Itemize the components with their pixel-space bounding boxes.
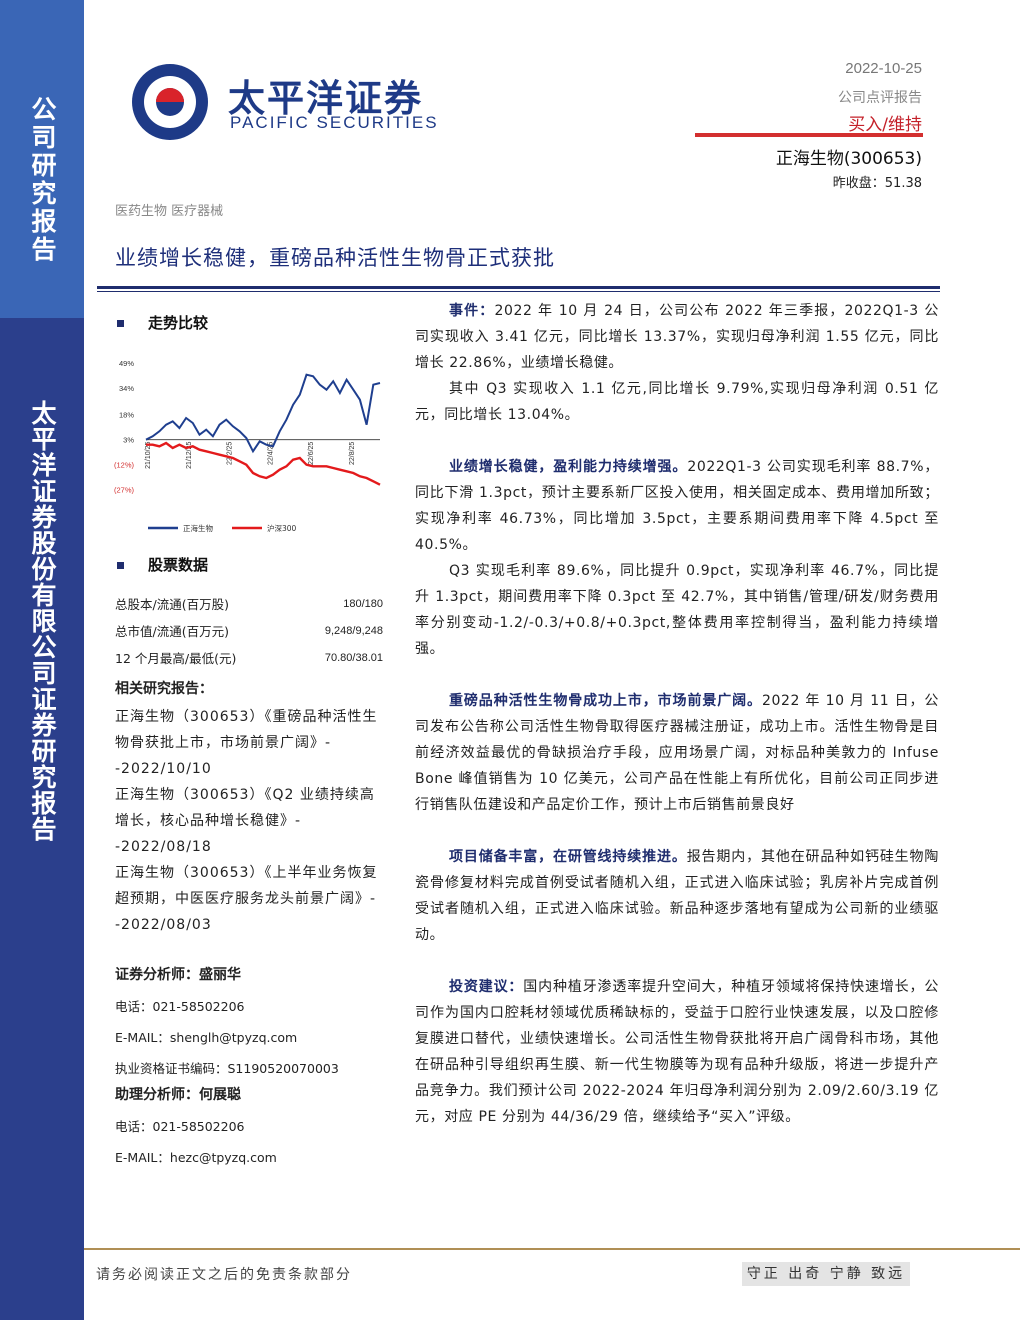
x-tick-label: 22/6/25 bbox=[308, 442, 315, 465]
title-rule-thin bbox=[97, 291, 940, 292]
paragraph-text: 国内种植牙渗透率提升空间大，种植牙领域将保持快速增长，公司作为国内口腔耗材领域优… bbox=[415, 979, 939, 1125]
report-type: 公司点评报告 bbox=[838, 90, 922, 106]
close-price: 昨收盘：51.38 bbox=[832, 176, 922, 191]
body-paragraph: Q3 实现毛利率 89.6%，同比提升 0.9pct，实现净利率 46.7%，同… bbox=[415, 563, 939, 657]
analyst-heading: 证券分析师：盛丽华 bbox=[115, 967, 241, 983]
footer-rule bbox=[84, 1248, 1020, 1250]
sidebar-label-top: 公司研究报告 bbox=[28, 96, 57, 264]
x-tick-label: 22/2/25 bbox=[227, 442, 234, 465]
body-paragraph: 项目储备丰富，在研管线持续推进。报告期内，其他在研品种如钙硅生物陶瓷骨修复材料完… bbox=[415, 844, 939, 948]
row-value: 9,248/9,248 bbox=[324, 624, 383, 637]
rating-underline bbox=[695, 133, 923, 137]
table-row: 总市值/流通(百万元) 9,248/9,248 bbox=[115, 617, 383, 644]
x-tick-label: 21/12/25 bbox=[186, 442, 193, 469]
paragraph-text: 2022Q1-3 公司实现毛利率 88.7%，同比下滑 1.3pct，预计主要系… bbox=[415, 459, 939, 553]
industry-label: 医药生物 医疗器械 bbox=[115, 204, 224, 219]
stock-data-heading-text: 股票数据 bbox=[148, 556, 209, 574]
y-tick-label: (12%) bbox=[114, 461, 135, 470]
rating-label: 买入/维持 bbox=[848, 115, 922, 135]
analyst-block: 证券分析师：盛丽华 电话：021-58502206 E-MAIL：shenglh… bbox=[115, 964, 385, 1077]
pacific-logo-icon bbox=[126, 30, 208, 154]
sidebar-label-bottom: 太平洋证券股份有限公司证券研究报告 bbox=[28, 400, 57, 842]
analyst-phone: 电话：021-58502206 bbox=[115, 999, 245, 1014]
assistant-heading: 助理分析师：何展聪 bbox=[115, 1087, 241, 1103]
row-value: 70.80/38.01 bbox=[324, 651, 383, 664]
analyst-email[interactable]: E-MAIL：shenglh@tpyzq.com bbox=[115, 1030, 298, 1045]
row-label: 总市值/流通(百万元) bbox=[115, 624, 229, 639]
y-tick-label: 49% bbox=[119, 359, 134, 368]
assistant-block: 助理分析师：何展聪 电话：021-58502206 E-MAIL：hezc@tp… bbox=[115, 1084, 385, 1166]
related-report-link[interactable]: 正海生物（300653）《Q2 业绩持续高增长，核心品种增长稳健》--2022/… bbox=[115, 787, 375, 855]
company-motto: 守正 出奇 宁静 致远 bbox=[742, 1262, 910, 1286]
y-tick-label: 34% bbox=[119, 384, 134, 393]
related-report-link[interactable]: 正海生物（300653）《上半年业务恢复超预期，中医医疗服务龙头前景广阔》--2… bbox=[115, 865, 378, 933]
body-paragraph: 事件：2022 年 10 月 24 日，公司公布 2022 年三季报，2022Q… bbox=[415, 298, 939, 376]
body-paragraph: 业绩增长稳健，盈利能力持续增强。2022Q1-3 公司实现毛利率 88.7%，同… bbox=[415, 454, 939, 558]
related-reports-heading: 相关研究报告： bbox=[115, 681, 213, 697]
y-tick-label: (27%) bbox=[114, 486, 135, 495]
y-tick-label: 3% bbox=[123, 436, 134, 445]
series-line-zhenghai bbox=[145, 373, 381, 454]
disclaimer-note: 请务必阅读正文之后的免责条款部分 bbox=[96, 1267, 352, 1283]
table-row: 总股本/流通(百万股) 180/180 bbox=[115, 590, 383, 617]
x-tick-label: 22/4/25 bbox=[267, 442, 274, 465]
report-body: 事件：2022 年 10 月 24 日，公司公布 2022 年三季报，2022Q… bbox=[415, 298, 939, 1130]
stock-data-heading: 股票数据 bbox=[117, 554, 208, 575]
report-date: 2022-10-25 bbox=[845, 60, 922, 77]
row-value: 180/180 bbox=[343, 597, 383, 610]
paragraph-text: 2022 年 10 月 24 日，公司公布 2022 年三季报，2022Q1-3… bbox=[415, 303, 940, 371]
row-label: 总股本/流通(百万股) bbox=[115, 597, 229, 612]
trend-heading: 走势比较 bbox=[117, 312, 208, 333]
assistant-phone: 电话：021-58502206 bbox=[115, 1119, 245, 1134]
assistant-email[interactable]: E-MAIL：hezc@tpyzq.com bbox=[115, 1150, 277, 1165]
trend-chart: 49% 34% 18% 3% (12%) (27%) 21/10/25 21/12/25 22… bbox=[114, 359, 381, 533]
y-tick-label: 18% bbox=[119, 411, 134, 420]
legend-label: 沪深300 bbox=[267, 523, 297, 533]
legend-label: 正海生物 bbox=[183, 523, 213, 533]
section-bullet-icon bbox=[117, 320, 124, 327]
sidebar-band: 公司研究报告 太平洋证券股份有限公司证券研究报告 bbox=[0, 0, 84, 1320]
sidebar-top-zone bbox=[0, 0, 84, 318]
brand-name-en: PACIFIC SECURITIES bbox=[230, 113, 439, 132]
paragraph-text: 报告期内，其他在研品种如钙硅生物陶瓷骨修复材料完成首例受试者随机入组，正式进入临… bbox=[415, 849, 939, 943]
title-rule bbox=[97, 286, 940, 289]
report-title: 业绩增长稳健，重磅品种活性生物骨正式获批 bbox=[115, 246, 555, 270]
trend-heading-text: 走势比较 bbox=[148, 314, 209, 332]
x-tick-label: 22/8/25 bbox=[349, 442, 356, 465]
paragraph-lead: 投资建议： bbox=[449, 979, 524, 995]
paragraph-lead: 重磅品种活性生物骨成功上市，市场前景广阔。 bbox=[449, 693, 762, 709]
paragraph-lead: 事件： bbox=[449, 303, 495, 319]
series-line-hs300 bbox=[146, 441, 381, 486]
company-name: 正海生物(300653) bbox=[775, 149, 922, 169]
x-tick-label: 21/10/25 bbox=[145, 442, 152, 469]
table-row: 12 个月最高/最低(元) 70.80/38.01 bbox=[115, 644, 383, 671]
paragraph-lead: 项目储备丰富，在研管线持续推进。 bbox=[449, 849, 687, 865]
related-reports: 相关研究报告： 正海生物（300653）《重磅品种活性生物骨获批上市，市场前景广… bbox=[115, 678, 385, 938]
paragraph-lead: 业绩增长稳健，盈利能力持续增强。 bbox=[449, 459, 688, 475]
stock-data-table: 总股本/流通(百万股) 180/180 总市值/流通(百万元) 9,248/9,… bbox=[115, 590, 383, 671]
brand-name-cn: 太平洋证券 bbox=[228, 77, 423, 120]
body-paragraph: 其中 Q3 实现收入 1.1 亿元,同比增长 9.79%,实现归母净利润 0.5… bbox=[415, 381, 939, 423]
related-report-link[interactable]: 正海生物（300653）《重磅品种活性生物骨获批上市，市场前景广阔》--2022… bbox=[115, 709, 378, 777]
section-bullet-icon bbox=[117, 562, 124, 569]
body-paragraph: 投资建议：国内种植牙渗透率提升空间大，种植牙领域将保持快速增长，公司作为国内口腔… bbox=[415, 974, 939, 1130]
paragraph-text: 2022 年 10 月 11 日，公司发布公告称公司活性生物骨取得医疗器械注册证… bbox=[415, 693, 939, 813]
body-paragraph: 重磅品种活性生物骨成功上市，市场前景广阔。2022 年 10 月 11 日，公司… bbox=[415, 688, 939, 818]
analyst-cert: 执业资格证书编码：S1190520070003 bbox=[115, 1061, 339, 1076]
row-label: 12 个月最高/最低(元) bbox=[115, 651, 237, 666]
